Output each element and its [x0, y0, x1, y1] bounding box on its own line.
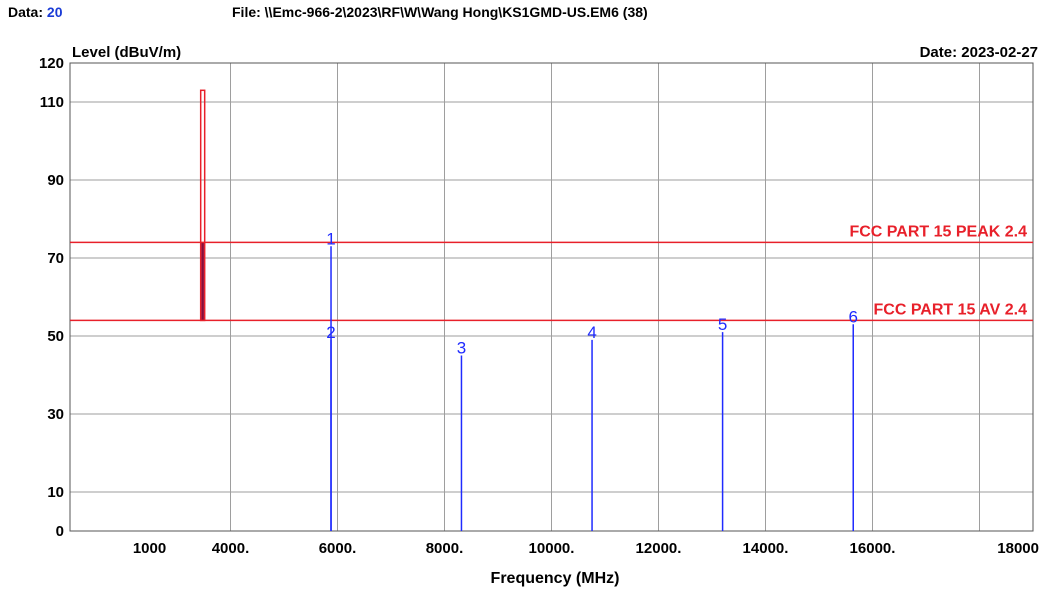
- data-value: 20: [46, 4, 63, 20]
- x-tick-label: 4000.: [212, 540, 250, 557]
- marker-label: 4: [587, 323, 596, 342]
- y-tick-label: 50: [47, 328, 64, 345]
- axis-ticks: 1000 4000. 6000. 8000. 10000. 12000. 14000. 160…: [39, 55, 1039, 557]
- y-tick-label: 70: [47, 250, 64, 267]
- y-tick-label: 110: [40, 94, 64, 111]
- markers: 1 2 3 4 5 6: [326, 229, 858, 531]
- y-tick-label: 10: [47, 484, 64, 501]
- marker-label: 5: [718, 315, 727, 334]
- marker-label: 1: [326, 229, 335, 248]
- data-label: Data:: [8, 4, 44, 20]
- x-tick-label: 14000.: [743, 540, 789, 557]
- grid: [70, 63, 1033, 531]
- date-label: Date: 2023-02-27: [920, 44, 1038, 61]
- file-path: File: \\Emc-966-2\2023\RF\W\Wang Hong\KS…: [232, 4, 648, 20]
- y-axis-label: Level (dBuV/m): [72, 44, 181, 61]
- plot-frame: [69, 62, 1034, 532]
- y-tick-label: 90: [47, 172, 64, 189]
- raw-trace: [199, 89, 206, 322]
- x-tick-label: 6000.: [319, 540, 357, 557]
- x-tick-label: 16000.: [850, 540, 896, 557]
- x-tick-label: 1000: [133, 540, 166, 557]
- x-tick-label: 8000.: [426, 540, 464, 557]
- marker-label: 6: [849, 307, 858, 326]
- x-tick-label: 10000.: [529, 540, 575, 557]
- marker-label: 2: [326, 323, 335, 342]
- limit-label: FCC PART 15 AV 2.4: [873, 301, 1027, 318]
- file-count: (38): [622, 4, 648, 20]
- limit-lines: FCC PART 15 PEAK 2.4 FCC PART 15 AV 2.4: [70, 223, 1033, 322]
- x-tick-label: 12000.: [636, 540, 682, 557]
- data-number: Data: 20: [8, 4, 62, 20]
- limit-label: FCC PART 15 PEAK 2.4: [849, 223, 1027, 240]
- file-label: File: \\Emc-966-2\2023\RF\W\Wang Hong\KS…: [232, 4, 619, 20]
- x-axis-label: Frequency (MHz): [491, 570, 620, 587]
- y-tick-label: 30: [47, 406, 64, 423]
- marker-label: 3: [457, 339, 466, 358]
- y-tick-label: 0: [56, 523, 64, 540]
- x-tick-label: 18000: [997, 540, 1039, 557]
- y-tick-label: 120: [39, 55, 64, 72]
